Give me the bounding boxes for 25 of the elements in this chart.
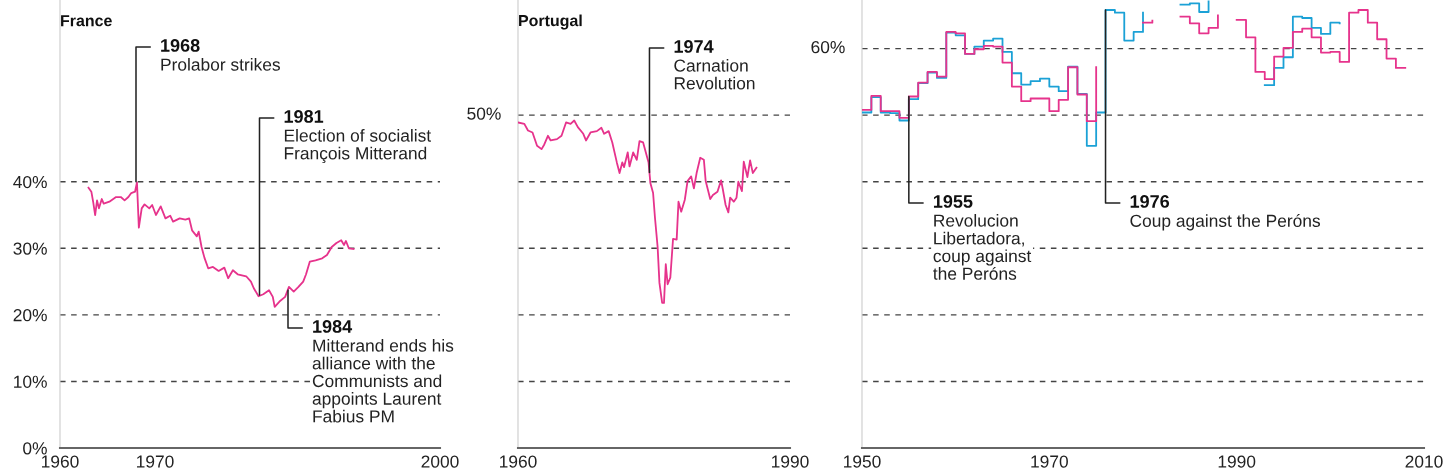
y-tick-label: 20% <box>13 309 47 322</box>
ref-line-label: 50% <box>467 107 501 120</box>
annotation: 1955 Revolucion Libertadora, coup against the Peróns <box>933 195 1032 280</box>
x-tick-label: 1960 <box>42 455 79 468</box>
ref-line-label: 60% <box>811 40 845 54</box>
x-tick-label: 1950 <box>844 455 881 468</box>
x-tick-label: 1970 <box>137 455 174 468</box>
x-tick-label: 1990 <box>772 455 809 468</box>
annotation: 1981 Election of socialist François Mitterand <box>284 110 432 163</box>
y-tick-label: 10% <box>14 375 47 388</box>
y-tick-label: 40% <box>13 175 47 189</box>
y-tick-label: 30% <box>13 242 47 255</box>
x-tick-label: 1960 <box>500 455 537 468</box>
x-tick-label: 1990 <box>1218 455 1256 468</box>
annotation: 1968 Prolabor strikes <box>161 39 280 71</box>
text: Portugal <box>519 14 582 30</box>
x-tick-label: 2010 <box>1405 455 1443 468</box>
x-tick-label: 1970 <box>1031 455 1068 468</box>
annotation: 1974 Carnation Revolution <box>674 40 755 90</box>
line-series <box>87 181 355 308</box>
annotation: 1984 Mitterand ends his alliance with the Communists and appoints Laurent Fabius PM <box>312 320 454 423</box>
x-tick-label: 2000 <box>421 455 459 468</box>
text: France <box>61 15 112 27</box>
y-tick-label: 0% <box>23 442 47 455</box>
annotation: 1976 Coup against the Peróns <box>1130 195 1321 231</box>
